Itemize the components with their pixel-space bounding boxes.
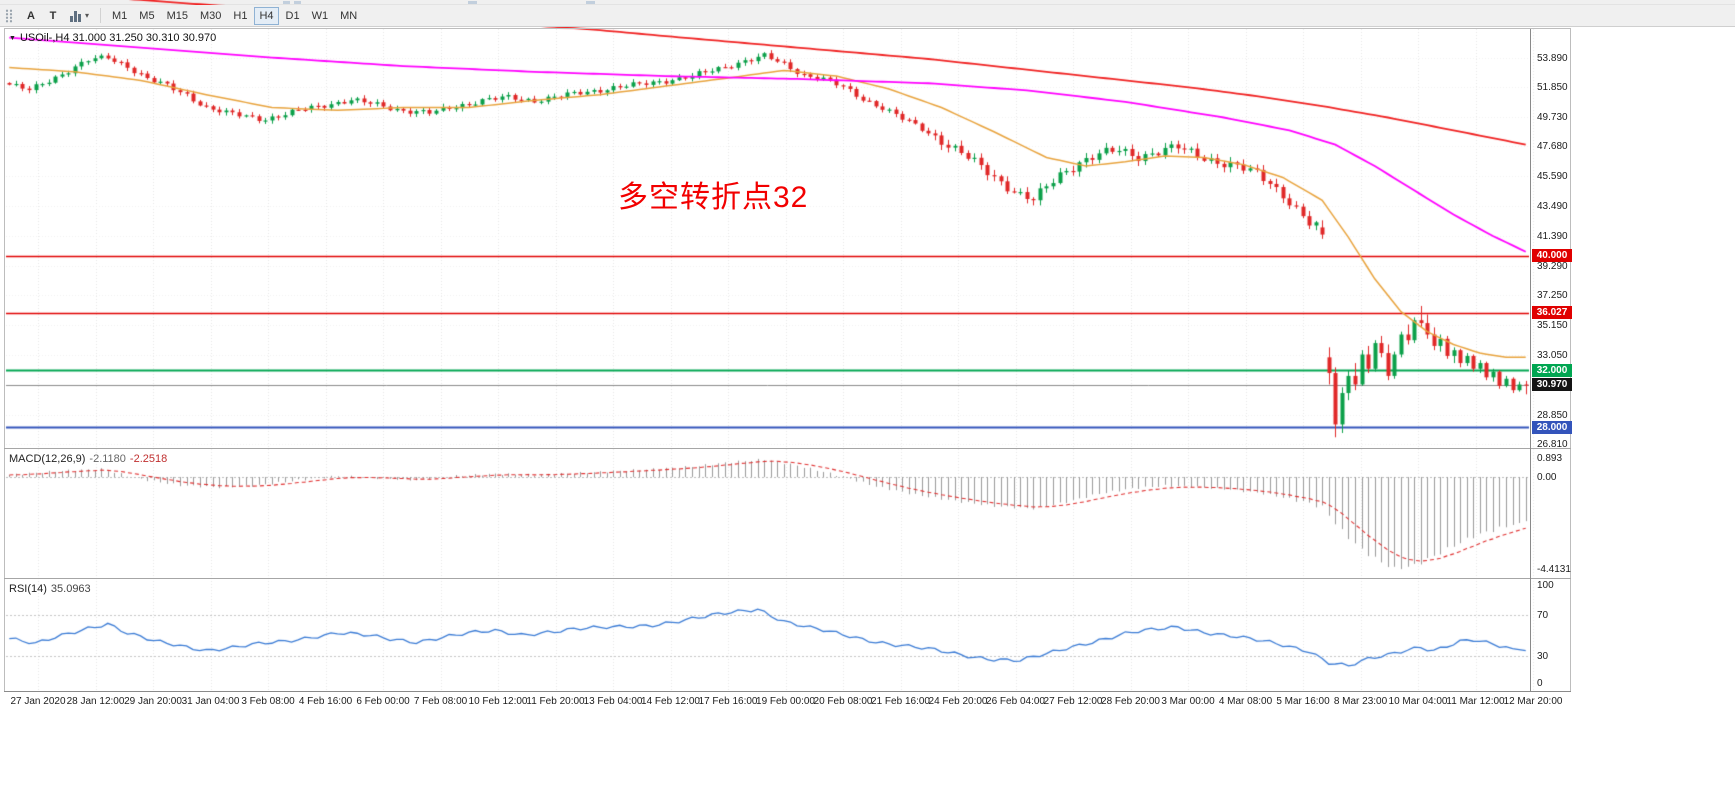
- price-level-badge: 28.000: [1532, 420, 1572, 434]
- toolbar: A T ▾ M1 M5 M15 M30 H1 H4 D1 W1 MN: [0, 5, 1735, 27]
- rsi-name: RSI(14): [9, 583, 47, 595]
- macd-value: -2.1180: [89, 453, 126, 465]
- rsi-indicator-label: RSI(14) 35.0963: [9, 583, 91, 595]
- time-tick-label: 31 Jan 04:00: [181, 696, 240, 707]
- macd-tick-label: 0.00: [1537, 472, 1557, 484]
- time-axis[interactable]: 27 Jan 2020 28 Jan 12:00 29 Jan 20:00 31 Ja…: [4, 691, 1571, 716]
- macd-name: MACD(12,26,9): [9, 453, 86, 465]
- chart-bars-icon: [69, 10, 82, 22]
- rsi-value: 35.0963: [50, 583, 91, 595]
- time-tick-label: 17 Feb 16:00: [698, 696, 758, 707]
- chart-annotation-text: 多空转折点32: [618, 181, 809, 214]
- symbol-info: ▼ USOil-,H4 31.000 31.250 30.310 30.970: [9, 32, 216, 44]
- time-tick-label: 4 Mar 08:00: [1218, 696, 1273, 707]
- rsi-tick-label: 0: [1537, 678, 1543, 689]
- timeframe-h4-button[interactable]: H4: [254, 6, 279, 25]
- time-tick-label: 26 Feb 04:00: [986, 696, 1045, 707]
- rsi-tick-label: 30: [1537, 650, 1549, 662]
- time-tick-label: 19 Feb 00:00: [756, 696, 815, 707]
- macd-indicator-label: MACD(12,26,9) -2.1180 -2.2518: [9, 453, 167, 465]
- time-tick-label: 6 Feb 00:00: [356, 696, 410, 707]
- time-tick-label: 28 Jan 12:00: [66, 696, 125, 707]
- toolbar-drag-handle[interactable]: [5, 8, 13, 23]
- timeframe-d1-button[interactable]: D1: [281, 7, 305, 25]
- macd-tick-label: 0.893: [1537, 453, 1563, 465]
- timeframe-w1-button[interactable]: W1: [307, 7, 334, 25]
- collapse-triangle-icon[interactable]: ▼: [9, 35, 16, 42]
- price-tick-label: 37.250: [1537, 290, 1568, 302]
- time-tick-label: 24 Feb 20:00: [928, 696, 988, 707]
- price-tick-label: 49.730: [1537, 112, 1568, 124]
- time-tick-label: 10 Feb 12:00: [468, 696, 528, 707]
- price-tick-label: 51.850: [1537, 81, 1568, 93]
- timeframe-m30-button[interactable]: M30: [195, 7, 226, 25]
- timeframe-m5-button[interactable]: M5: [134, 7, 159, 25]
- price-tick-label: 45.590: [1537, 171, 1568, 183]
- symbol-ohlc-text: USOil-,H4 31.000 31.250 30.310 30.970: [19, 32, 217, 44]
- pane-separator-macd-rsi[interactable]: [4, 578, 1571, 579]
- price-tick-label: 26.810: [1537, 439, 1568, 451]
- price-level-badge: 32.000: [1532, 363, 1572, 377]
- pane-separator-main-macd[interactable]: [4, 448, 1571, 449]
- time-tick-label: 14 Feb 12:00: [641, 696, 700, 707]
- time-tick-label: 8 Mar 23:00: [1333, 696, 1388, 707]
- current-price-badge: 30.970: [1532, 378, 1572, 392]
- price-axis[interactable]: 53.890 51.850 49.730 47.680 45.590 43.490 41.3…: [1530, 29, 1572, 691]
- price-tick-label: 41.390: [1537, 231, 1568, 243]
- timeframe-mn-button[interactable]: MN: [335, 7, 362, 25]
- time-tick-label: 27 Jan 2020: [10, 696, 66, 707]
- time-tick-label: 21 Feb 16:00: [871, 696, 930, 707]
- price-tick-label: 47.680: [1537, 141, 1568, 153]
- price-level-badge: 40.000: [1532, 249, 1572, 263]
- time-tick-label: 11 Feb 20:00: [526, 696, 585, 707]
- price-tick-label: 35.150: [1537, 320, 1568, 332]
- macd-signal-value: -2.2518: [129, 453, 168, 465]
- price-level-badge: 36.027: [1532, 306, 1572, 320]
- time-tick-label: 7 Feb 08:00: [413, 696, 468, 707]
- time-tick-label: 13 Feb 04:00: [583, 696, 643, 707]
- timeframe-h1-button[interactable]: H1: [228, 7, 252, 25]
- price-tick-label: 43.490: [1537, 201, 1568, 213]
- time-tick-label: 12 Mar 20:00: [1503, 696, 1563, 707]
- time-tick-label: 20 Feb 08:00: [813, 696, 873, 707]
- time-tick-label: 28 Feb 20:00: [1101, 696, 1160, 707]
- timeframe-m15-button[interactable]: M15: [162, 7, 193, 25]
- price-tick-label: 53.890: [1537, 52, 1568, 64]
- time-tick-label: 10 Mar 04:00: [1388, 696, 1448, 707]
- timeframe-m1-button[interactable]: M1: [107, 7, 132, 25]
- rsi-tick-label: 70: [1537, 610, 1549, 622]
- font-a-button[interactable]: A: [20, 7, 42, 25]
- macd-tick-label: -4.4131: [1537, 563, 1571, 575]
- price-tick-label: 28.850: [1537, 410, 1568, 422]
- price-tick-label: 33.050: [1537, 350, 1568, 362]
- time-tick-label: 5 Mar 16:00: [1276, 696, 1330, 707]
- time-tick-label: 11 Mar 12:00: [1446, 696, 1505, 707]
- time-tick-label: 3 Mar 00:00: [1161, 696, 1215, 707]
- time-tick-label: 27 Feb 12:00: [1043, 696, 1103, 707]
- chevron-down-icon: ▾: [85, 11, 90, 20]
- timeframe-group: M1 M5 M15 M30 H1 H4 D1 W1 MN: [107, 6, 362, 25]
- time-tick-label: 4 Feb 16:00: [298, 696, 353, 707]
- time-tick-label: 3 Feb 08:00: [241, 696, 295, 707]
- rsi-tick-label: 100: [1537, 580, 1554, 592]
- time-tick-label: 29 Jan 20:00: [124, 696, 182, 707]
- price-tick-label: 39.290: [1537, 261, 1568, 273]
- text-t-button[interactable]: T: [42, 7, 64, 25]
- toolbar-separator: [100, 8, 102, 23]
- indicators-dropdown-button[interactable]: ▾: [64, 7, 94, 25]
